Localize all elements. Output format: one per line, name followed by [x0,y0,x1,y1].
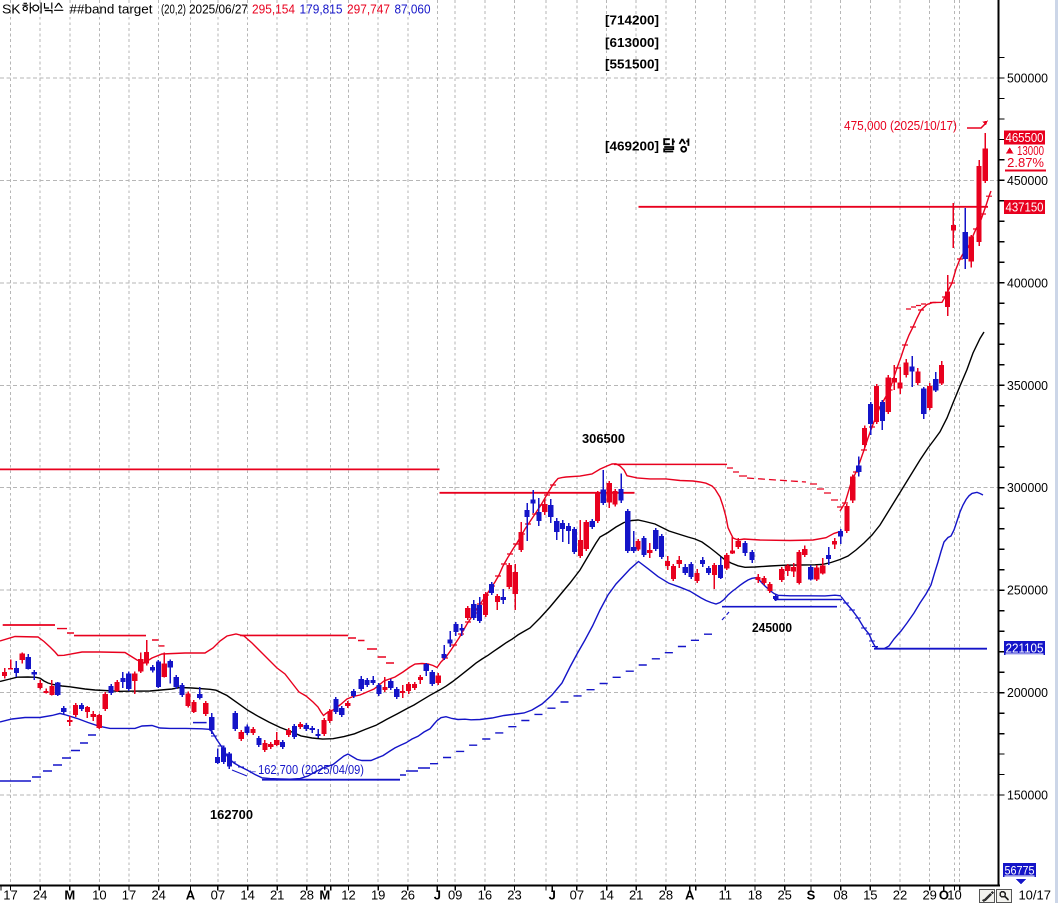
svg-text:[714200]: [714200] [605,14,659,28]
svg-text:10/17: 10/17 [1018,888,1051,903]
svg-text:12: 12 [341,888,355,903]
svg-text:←162,700 (2025/04/09): ←162,700 (2025/04/09) [247,763,364,777]
svg-text:17: 17 [3,888,17,903]
svg-text:306500: 306500 [582,432,625,446]
svg-text:21: 21 [629,888,643,903]
svg-text:17: 17 [122,888,136,903]
svg-text:56775: 56775 [1005,864,1035,878]
svg-text:2.87%: 2.87% [1007,155,1044,170]
svg-text:10: 10 [92,888,106,903]
svg-text:400000: 400000 [1007,275,1048,290]
svg-text:24: 24 [151,888,165,903]
svg-text:295,154: 295,154 [252,2,295,17]
svg-text:23: 23 [507,888,521,903]
svg-text:SK: SK [2,2,21,17]
svg-text:179,815: 179,815 [300,2,343,17]
svg-text:245000: 245000 [752,621,792,635]
svg-text:14: 14 [599,888,613,903]
svg-text:[551500]: [551500] [605,58,659,72]
svg-text:M: M [319,888,330,903]
svg-text:A: A [186,888,196,903]
svg-text:08: 08 [833,888,847,903]
svg-text:300000: 300000 [1007,480,1048,495]
svg-text:M: M [64,888,75,903]
svg-text:19: 19 [371,888,385,903]
svg-text:18: 18 [748,888,762,903]
svg-text:S: S [807,888,816,903]
svg-text:11: 11 [719,888,733,903]
svg-text:24: 24 [33,888,47,903]
svg-text:87,060: 87,060 [395,2,431,17]
svg-text:29: 29 [922,888,936,903]
svg-text:450000: 450000 [1007,173,1048,188]
svg-text:16: 16 [478,888,492,903]
svg-text:200000: 200000 [1007,685,1048,700]
svg-text:13000: 13000 [1017,143,1044,158]
svg-text:2025/06/27: 2025/06/27 [189,2,248,17]
svg-text:437150: 437150 [1006,200,1044,215]
svg-text:09: 09 [448,888,462,903]
svg-text:28: 28 [659,888,673,903]
svg-text:221105: 221105 [1006,641,1044,656]
svg-text:07: 07 [211,888,225,903]
svg-text:14: 14 [240,888,254,903]
svg-text:10: 10 [947,888,961,903]
svg-text:297,747: 297,747 [347,2,390,17]
svg-text:28: 28 [300,888,314,903]
svg-text:465500: 465500 [1006,130,1044,145]
svg-text:350000: 350000 [1007,378,1048,393]
svg-text:21: 21 [270,888,284,903]
svg-text:162700: 162700 [210,808,253,822]
svg-text:15: 15 [863,888,877,903]
svg-text:O: O [939,888,949,903]
svg-text:475,000 (2025/10/17): 475,000 (2025/10/17) [844,119,957,133]
svg-text:[469200]: [469200] [605,140,659,154]
svg-text:250000: 250000 [1007,583,1048,598]
svg-text:26: 26 [401,888,415,903]
svg-text:150000: 150000 [1007,788,1048,803]
svg-text:J: J [549,888,556,903]
svg-text:(20,2): (20,2) [161,2,186,17]
svg-text:A: A [685,888,695,903]
svg-text:J: J [434,888,441,903]
svg-text:07: 07 [570,888,584,903]
svg-text:500000: 500000 [1007,71,1048,86]
svg-text:[613000]: [613000] [605,36,659,50]
svg-text:22: 22 [893,888,907,903]
svg-text:25: 25 [777,888,791,903]
svg-text:##band target: ##band target [70,2,153,17]
